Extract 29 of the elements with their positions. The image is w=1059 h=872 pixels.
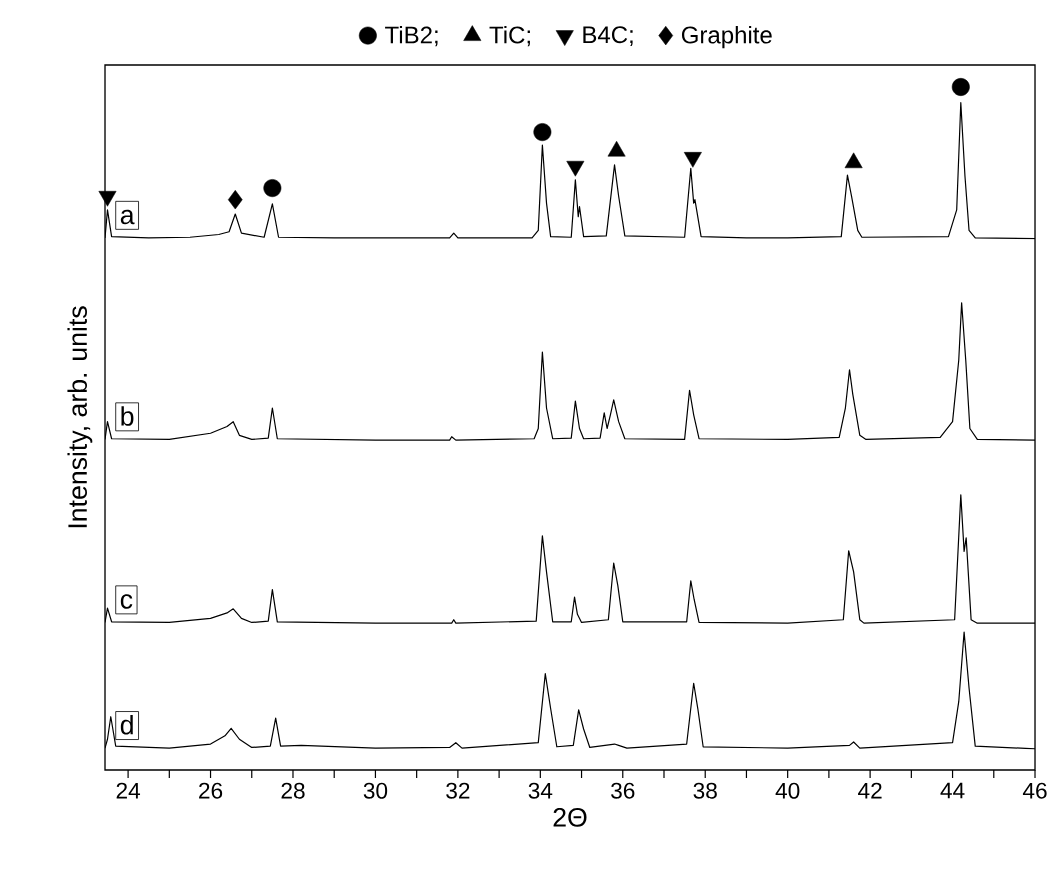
point (98, 191, 117, 207)
legend-label: B4C; (583, 26, 633, 47)
point (683, 152, 702, 168)
legend-label: TiC; (489, 25, 530, 47)
y-axis-title: Intensity, arb. units (67, 306, 93, 528)
legend-label: Graphite (681, 25, 772, 49)
x-tick-label: 40 (775, 782, 800, 799)
point (566, 160, 585, 177)
series-label: d (120, 714, 133, 735)
series-label: b (121, 406, 134, 426)
x-tick-label: 36 (611, 782, 635, 799)
point (263, 179, 282, 198)
x-tick-label: 34 (528, 782, 553, 799)
legend-label: TiB2; (385, 25, 438, 47)
series-label: a (120, 209, 135, 225)
x-tick-label: 44 (940, 782, 965, 799)
x-tick-label: 42 (858, 782, 882, 799)
x-axis-title: 2Θ (553, 807, 587, 827)
x-tick-label: 26 (199, 782, 223, 799)
point (228, 190, 243, 210)
point (951, 78, 970, 96)
series-label: c (120, 594, 133, 609)
x-tick-label: 46 (1022, 782, 1047, 799)
x-tick-label: 30 (363, 782, 388, 799)
x-tick-label: 32 (446, 782, 470, 799)
x-tick-label: 24 (116, 782, 141, 799)
x-tick-label: 38 (693, 782, 717, 799)
point (533, 123, 552, 142)
x-tick-label: 28 (281, 782, 305, 799)
